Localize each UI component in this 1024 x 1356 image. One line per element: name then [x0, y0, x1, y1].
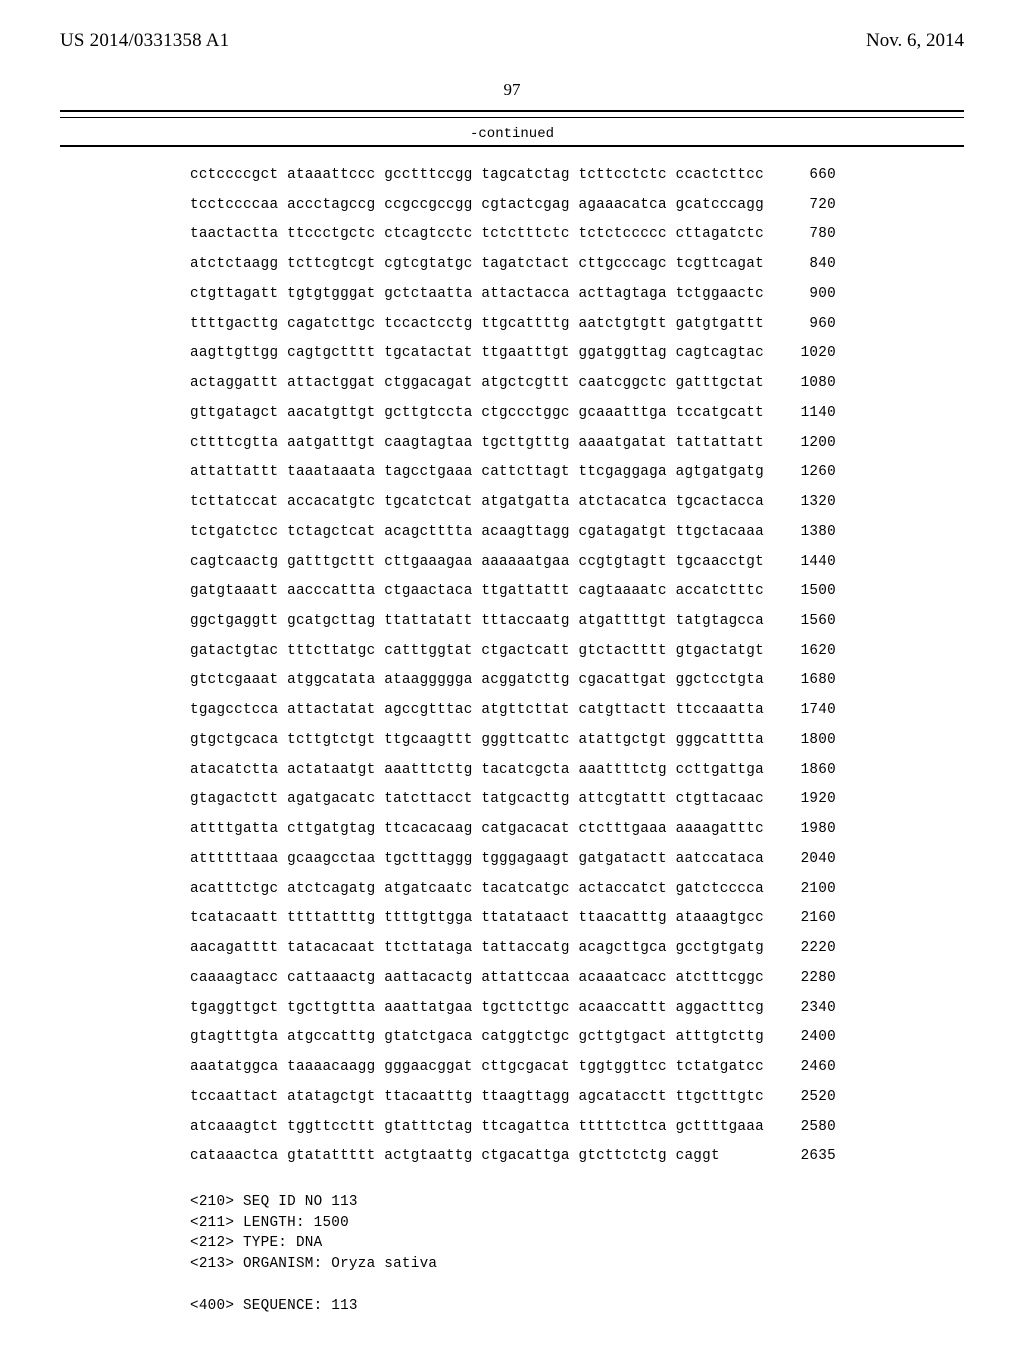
sequence-row: cctccccgct ataaattccc gcctttccgg tagcatc…	[190, 161, 964, 191]
sequence-metadata: <210> SEQ ID NO 113 <211> LENGTH: 1500 <…	[190, 1192, 964, 1316]
sequence-row: ctgttagatt tgtgtgggat gctctaatta attacta…	[190, 280, 964, 310]
sequence-row: actaggattt attactggat ctggacagat atgctcg…	[190, 369, 964, 399]
sequence-row: atcaaagtct tggttccttt gtatttctag ttcagat…	[190, 1113, 964, 1143]
header: US 2014/0331358 A1 Nov. 6, 2014	[60, 30, 964, 52]
sequence-row: tgaggttgct tgcttgttta aaattatgaa tgcttct…	[190, 994, 964, 1024]
publication-number: US 2014/0331358 A1	[60, 30, 229, 52]
sequence-row: atctctaagg tcttcgtcgt cgtcgtatgc tagatct…	[190, 250, 964, 280]
sequence-row: gatactgtac tttcttatgc catttggtat ctgactc…	[190, 637, 964, 667]
publication-date: Nov. 6, 2014	[866, 30, 964, 52]
sequence-row: tcatacaatt ttttattttg ttttgttgga ttatata…	[190, 904, 964, 934]
sequence-row: gttgatagct aacatgttgt gcttgtccta ctgccct…	[190, 399, 964, 429]
sequence-row: tcttatccat accacatgtc tgcatctcat atgatga…	[190, 488, 964, 518]
sequence-row: caaaagtacc cattaaactg aattacactg attattc…	[190, 964, 964, 994]
sequence-row: gtctcgaaat atggcatata ataaggggga acggatc…	[190, 666, 964, 696]
sequence-row: attttgatta cttgatgtag ttcacacaag catgaca…	[190, 815, 964, 845]
sequence-row: cagtcaactg gatttgcttt cttgaaagaa aaaaaat…	[190, 548, 964, 578]
sequence-row: taactactta ttccctgctc ctcagtcctc tctcttt…	[190, 220, 964, 250]
sequence-row: attttttaaa gcaagcctaa tgctttaggg tgggaga…	[190, 845, 964, 875]
sequence-row: gatgtaaatt aacccattta ctgaactaca ttgatta…	[190, 577, 964, 607]
sequence-row: aaatatggca taaaacaagg gggaacggat cttgcga…	[190, 1053, 964, 1083]
sequence-row: gtagtttgta atgccatttg gtatctgaca catggtc…	[190, 1023, 964, 1053]
sequence-row: gtgctgcaca tcttgtctgt ttgcaagttt gggttca…	[190, 726, 964, 756]
sequence-row: aacagatttt tatacacaat ttcttataga tattacc…	[190, 934, 964, 964]
sequence-row: tctgatctcc tctagctcat acagctttta acaagtt…	[190, 518, 964, 548]
sequence-row: acatttctgc atctcagatg atgatcaatc tacatca…	[190, 875, 964, 905]
sequence-row: tccaattact atatagctgt ttacaatttg ttaagtt…	[190, 1083, 964, 1113]
continued-label: -continued	[60, 117, 964, 142]
sequence-row: ggctgaggtt gcatgcttag ttattatatt tttacca…	[190, 607, 964, 637]
continued-rule: -continued	[60, 110, 964, 147]
page-number: 97	[60, 80, 964, 100]
sequence-row: attattattt taaataaata tagcctgaaa cattctt…	[190, 458, 964, 488]
sequence-row: ttttgacttg cagatcttgc tccactcctg ttgcatt…	[190, 310, 964, 340]
sequence-row: cataaactca gtatattttt actgtaattg ctgacat…	[190, 1142, 964, 1172]
sequence-row: cttttcgtta aatgatttgt caagtagtaa tgcttgt…	[190, 429, 964, 459]
sequence-row: atacatctta actataatgt aaatttcttg tacatcg…	[190, 756, 964, 786]
sequence-row: aagttgttgg cagtgctttt tgcatactat ttgaatt…	[190, 339, 964, 369]
sequence-row: tcctccccaa accctagccg ccgccgccgg cgtactc…	[190, 191, 964, 221]
sequence-listing: cctccccgct ataaattccc gcctttccgg tagcatc…	[190, 161, 964, 1172]
sequence-row: tgagcctcca attactatat agccgtttac atgttct…	[190, 696, 964, 726]
sequence-row: gtagactctt agatgacatc tatcttacct tatgcac…	[190, 785, 964, 815]
